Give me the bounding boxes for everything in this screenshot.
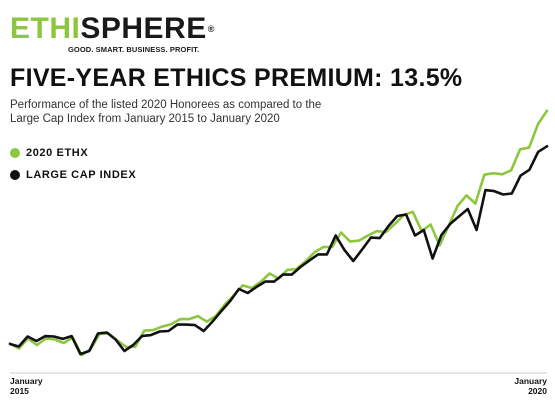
series-line-large-cap-index xyxy=(8,145,549,356)
x-label-start: January 2015 xyxy=(10,376,43,396)
ethisphere-logo: ETHISPHERE® GOOD. SMART. BUSINESS. PROFI… xyxy=(10,14,215,55)
x-label-end-year: 2020 xyxy=(528,386,547,396)
legend-item-ethx: 2020 ETHX xyxy=(10,142,136,164)
legend-label-ethx: 2020 ETHX xyxy=(26,147,89,159)
chart-legend: 2020 ETHX LARGE CAP INDEX xyxy=(10,142,136,186)
legend-dot-large-cap xyxy=(10,170,20,180)
registered-mark: ® xyxy=(207,24,215,34)
legend-dot-ethx xyxy=(10,148,20,158)
logo-tagline: GOOD. SMART. BUSINESS. PROFIT. xyxy=(68,45,200,54)
logo-ethi: ETHI xyxy=(10,12,81,45)
x-label-end: January 2020 xyxy=(514,376,547,396)
logo-sphere: SPHERE xyxy=(80,12,207,45)
x-label-start-year: 2015 xyxy=(10,386,29,396)
x-label-start-month: January xyxy=(10,376,43,386)
logo-wordmark: ETHISPHERE® xyxy=(10,14,215,44)
series-line-2020-ethx xyxy=(8,109,549,357)
legend-item-large-cap: LARGE CAP INDEX xyxy=(10,164,136,186)
chart-title: FIVE-YEAR ETHICS PREMIUM: 13.5% xyxy=(10,64,463,92)
chart-subtitle: Performance of the listed 2020 Honorees … xyxy=(10,99,322,125)
x-label-end-month: January xyxy=(514,376,547,386)
legend-label-large-cap: LARGE CAP INDEX xyxy=(26,169,137,181)
